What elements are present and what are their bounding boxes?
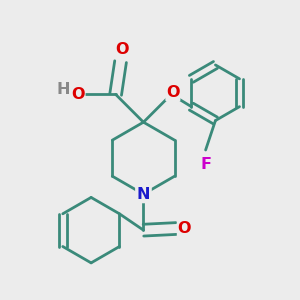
Text: N: N	[137, 187, 150, 202]
Text: H: H	[57, 82, 70, 97]
Text: O: O	[116, 42, 129, 57]
Text: O: O	[178, 221, 191, 236]
Text: O: O	[166, 85, 180, 100]
Text: F: F	[200, 157, 211, 172]
Text: O: O	[71, 87, 85, 102]
